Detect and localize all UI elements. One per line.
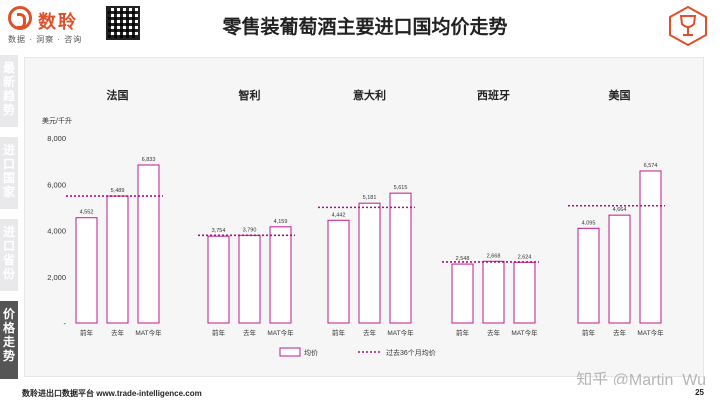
- x-tick-label: MAT今年: [637, 328, 664, 337]
- bar-value-label: 4,552: [80, 210, 94, 216]
- y-tick-label: 8,000: [47, 134, 66, 143]
- bar-value-label: 4,095: [582, 220, 596, 226]
- group-title: 意大利: [353, 88, 386, 102]
- x-tick-label: 前年: [80, 328, 94, 337]
- page-title: 零售装葡萄酒主要进口国均价走势: [222, 17, 508, 38]
- brand-logo[interactable]: 数聆 数据 · 洞察 · 咨询: [8, 4, 104, 48]
- legend-bar-swatch: [279, 347, 301, 357]
- sidebar-item-price-trend[interactable]: 价格走势: [0, 301, 18, 379]
- x-tick-label: 去年: [363, 328, 377, 337]
- bar: [137, 164, 160, 324]
- footer-text: 数聆进出口数据平台 www.trade-intelligence.com: [22, 389, 202, 398]
- x-tick-label: 前年: [332, 328, 346, 337]
- x-tick-label: 前年: [212, 328, 226, 337]
- y-tick-label: 2,000: [47, 273, 66, 282]
- bar-value-label: 4,159: [274, 219, 288, 225]
- x-tick-label: MAT今年: [387, 328, 414, 337]
- watermark: 知乎 @Martin_Wu: [576, 372, 706, 389]
- bar: [269, 226, 292, 324]
- brand-mark-icon: [8, 6, 32, 30]
- group-title: 法国: [107, 88, 129, 102]
- bar-value-label: 6,833: [142, 157, 156, 163]
- y-tick-label: 4,000: [47, 227, 66, 236]
- bar-value-label: 4,442: [332, 212, 346, 218]
- x-tick-label: MAT今年: [511, 328, 538, 337]
- x-tick-label: 前年: [456, 328, 470, 337]
- sidebar-item-latest-trends[interactable]: 最新趋势: [0, 55, 18, 127]
- bar: [238, 234, 261, 324]
- bar-value-label: 3,790: [243, 227, 257, 233]
- y-tick-label: -: [64, 319, 67, 328]
- x-tick-label: 去年: [111, 328, 125, 337]
- legend-line-label: 过去36个月均价: [386, 348, 436, 357]
- bar: [513, 261, 536, 324]
- bar-value-label: 5,615: [394, 185, 408, 191]
- bar: [482, 260, 505, 324]
- x-tick-label: 前年: [582, 328, 596, 337]
- section-sidebar: 最新趋势 进口国家 进口省份 价格走势: [0, 55, 18, 385]
- bar-value-label: 2,624: [518, 254, 532, 260]
- group-title: 智利: [239, 88, 261, 102]
- footer: 数聆进出口数据平台 www.trade-intelligence.com 25: [0, 385, 720, 405]
- wine-glass-icon: [669, 5, 707, 47]
- x-tick-label: 去年: [613, 328, 627, 337]
- bar-value-label: 2,548: [456, 256, 470, 262]
- sidebar-item-import-countries[interactable]: 进口国家: [0, 137, 18, 209]
- bar: [577, 227, 600, 324]
- brand-name: 数聆: [38, 12, 78, 32]
- legend-bar-label: 均价: [304, 348, 318, 357]
- sidebar-item-import-provinces[interactable]: 进口省份: [0, 219, 18, 291]
- x-tick-label: MAT今年: [135, 328, 162, 337]
- bar: [207, 235, 230, 324]
- group-title: 美国: [609, 88, 631, 102]
- bar: [608, 214, 631, 324]
- bar-value-label: 4,664: [613, 207, 627, 213]
- brand-tagline: 数据 · 洞察 · 咨询: [8, 35, 83, 44]
- y-tick-label: 6,000: [47, 180, 66, 189]
- y-axis-label: 美元/千升: [42, 116, 72, 125]
- x-tick-label: MAT今年: [267, 328, 294, 337]
- price-trend-chart: 美元/千升 - 2,000 4,000 6,000 8,000 法国 4,552 前年 5,489…: [42, 88, 665, 357]
- bar: [327, 219, 350, 324]
- bar: [389, 192, 412, 324]
- qr-code-icon: [106, 6, 140, 40]
- bar-value-label: 3,754: [212, 228, 226, 234]
- bar: [75, 217, 98, 324]
- group-title: 西班牙: [477, 88, 510, 102]
- bar-value-label: 6,574: [644, 163, 658, 169]
- bar: [639, 170, 662, 324]
- header: 数聆 数据 · 洞察 · 咨询 零售装葡萄酒主要进口国均价走势: [0, 0, 720, 50]
- x-tick-label: 去年: [243, 328, 257, 337]
- bar: [358, 202, 381, 324]
- bar: [106, 195, 129, 324]
- bar-value-label: 5,181: [363, 195, 377, 201]
- bar: [451, 263, 474, 324]
- page-number: 25: [695, 388, 704, 397]
- bar-value-label: 5,489: [111, 188, 125, 194]
- bar-value-label: 2,668: [487, 253, 501, 259]
- x-tick-label: 去年: [487, 328, 501, 337]
